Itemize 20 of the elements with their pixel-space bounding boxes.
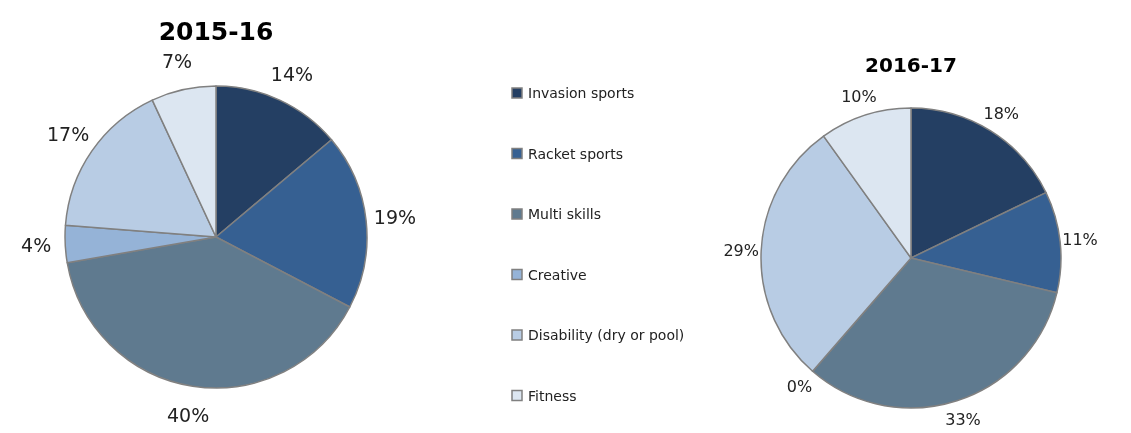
data-label: 19%: [373, 206, 417, 229]
legend-label: Multi skills: [528, 206, 602, 222]
data-label: 17%: [46, 123, 90, 146]
text: 0%: [786, 376, 813, 396]
data-label: 33%: [945, 410, 981, 430]
data-label: 40%: [167, 403, 210, 426]
data-label: 11%: [1062, 230, 1098, 250]
data-label: 18%: [983, 104, 1020, 124]
data-label: 14%: [270, 62, 314, 85]
legend-label: Fitness: [528, 387, 577, 404]
legend-label: Racket sports: [528, 145, 624, 162]
data-label: 7%: [162, 50, 193, 73]
chart-title: 2015-16: [158, 17, 274, 46]
data-label: 10%: [841, 86, 877, 106]
legend-label: Disability (dry or pool): [528, 327, 685, 343]
data-label: 4%: [21, 234, 52, 257]
legend-label: Invasion sports: [528, 85, 635, 101]
chart-title: 2016-17: [865, 53, 957, 77]
legend-label: Creative: [528, 266, 587, 283]
data-label: 29%: [723, 240, 759, 260]
